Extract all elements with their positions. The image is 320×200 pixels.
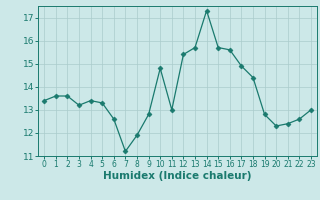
X-axis label: Humidex (Indice chaleur): Humidex (Indice chaleur) <box>103 171 252 181</box>
